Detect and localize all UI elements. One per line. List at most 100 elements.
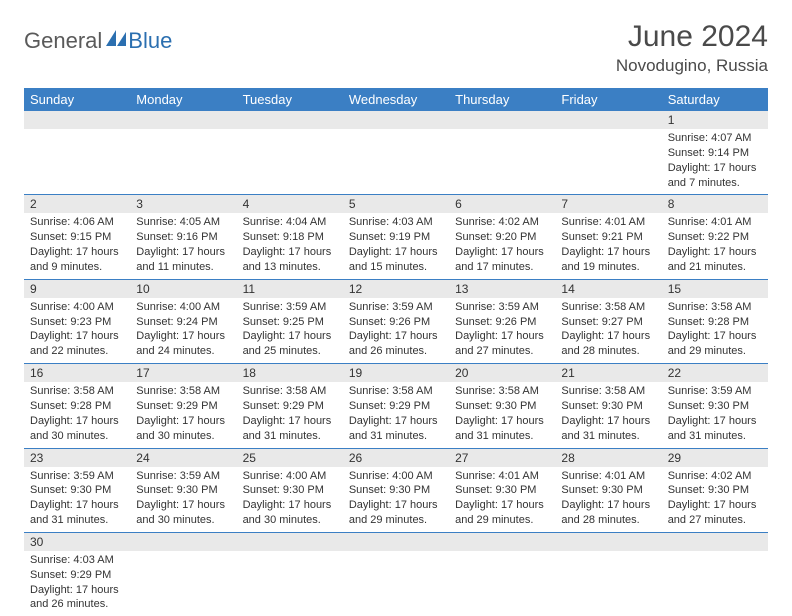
sunset-text: Sunset: 9:30 PM — [243, 483, 337, 498]
sunset-text: Sunset: 9:21 PM — [561, 230, 655, 245]
sunrise-text: Sunrise: 3:58 AM — [561, 384, 655, 399]
sunset-text: Sunset: 9:23 PM — [30, 315, 124, 330]
day-details — [662, 551, 768, 616]
day-details: Sunrise: 4:01 AMSunset: 9:21 PMDaylight:… — [555, 213, 661, 278]
day-number-cell: 5 — [343, 195, 449, 214]
day-number-cell: 11 — [237, 279, 343, 298]
day-details-cell: Sunrise: 4:00 AMSunset: 9:30 PMDaylight:… — [237, 467, 343, 533]
day-number: 17 — [130, 364, 236, 382]
sunset-text: Sunset: 9:26 PM — [455, 315, 549, 330]
day-details: Sunrise: 4:03 AMSunset: 9:19 PMDaylight:… — [343, 213, 449, 278]
day-number-cell — [343, 111, 449, 129]
day-number-cell: 30 — [24, 532, 130, 551]
day-number — [449, 111, 555, 129]
day-details-cell: Sunrise: 3:59 AMSunset: 9:25 PMDaylight:… — [237, 298, 343, 364]
sunset-text: Sunset: 9:30 PM — [30, 483, 124, 498]
details-row: Sunrise: 4:03 AMSunset: 9:29 PMDaylight:… — [24, 551, 768, 616]
weekday-header: Thursday — [449, 88, 555, 111]
day-details — [130, 129, 236, 194]
daylight-text-2: and 27 minutes. — [668, 513, 762, 528]
sunset-text: Sunset: 9:29 PM — [349, 399, 443, 414]
sunset-text: Sunset: 9:27 PM — [561, 315, 655, 330]
daylight-text-2: and 31 minutes. — [30, 513, 124, 528]
day-number: 27 — [449, 449, 555, 467]
day-number: 21 — [555, 364, 661, 382]
day-details — [343, 129, 449, 194]
day-details-cell — [343, 551, 449, 616]
sunrise-text: Sunrise: 4:01 AM — [561, 469, 655, 484]
day-details: Sunrise: 3:58 AMSunset: 9:30 PMDaylight:… — [555, 382, 661, 447]
day-number-cell: 23 — [24, 448, 130, 467]
daylight-text: Daylight: 17 hours — [349, 498, 443, 513]
day-number: 23 — [24, 449, 130, 467]
day-number: 19 — [343, 364, 449, 382]
sunrise-text: Sunrise: 4:02 AM — [455, 215, 549, 230]
sail-icon — [106, 30, 126, 46]
sunset-text: Sunset: 9:24 PM — [136, 315, 230, 330]
daylight-text-2: and 13 minutes. — [243, 260, 337, 275]
day-number-cell: 18 — [237, 364, 343, 383]
daylight-text-2: and 30 minutes. — [30, 429, 124, 444]
daynum-row: 1 — [24, 111, 768, 129]
day-details-cell: Sunrise: 3:58 AMSunset: 9:29 PMDaylight:… — [130, 382, 236, 448]
day-number-cell — [555, 111, 661, 129]
weekday-header: Wednesday — [343, 88, 449, 111]
day-number-cell: 3 — [130, 195, 236, 214]
day-number: 26 — [343, 449, 449, 467]
day-details: Sunrise: 4:01 AMSunset: 9:30 PMDaylight:… — [449, 467, 555, 532]
day-details: Sunrise: 3:58 AMSunset: 9:29 PMDaylight:… — [130, 382, 236, 447]
sunrise-text: Sunrise: 3:58 AM — [561, 300, 655, 315]
daylight-text: Daylight: 17 hours — [455, 329, 549, 344]
day-details: Sunrise: 3:58 AMSunset: 9:27 PMDaylight:… — [555, 298, 661, 363]
day-number-cell: 29 — [662, 448, 768, 467]
daylight-text: Daylight: 17 hours — [136, 329, 230, 344]
day-details: Sunrise: 4:00 AMSunset: 9:30 PMDaylight:… — [343, 467, 449, 532]
day-details: Sunrise: 3:59 AMSunset: 9:26 PMDaylight:… — [343, 298, 449, 363]
day-number-cell — [343, 532, 449, 551]
day-details-cell: Sunrise: 4:00 AMSunset: 9:23 PMDaylight:… — [24, 298, 130, 364]
day-number — [130, 111, 236, 129]
day-details-cell: Sunrise: 4:01 AMSunset: 9:21 PMDaylight:… — [555, 213, 661, 279]
sunrise-text: Sunrise: 4:01 AM — [561, 215, 655, 230]
day-details-cell: Sunrise: 4:02 AMSunset: 9:20 PMDaylight:… — [449, 213, 555, 279]
sunrise-text: Sunrise: 3:58 AM — [455, 384, 549, 399]
sunset-text: Sunset: 9:28 PM — [668, 315, 762, 330]
day-details-cell — [237, 129, 343, 195]
sunset-text: Sunset: 9:19 PM — [349, 230, 443, 245]
daylight-text: Daylight: 17 hours — [243, 245, 337, 260]
day-number: 6 — [449, 195, 555, 213]
day-details-cell — [555, 129, 661, 195]
day-number-cell: 2 — [24, 195, 130, 214]
daylight-text: Daylight: 17 hours — [561, 414, 655, 429]
day-number-cell — [130, 111, 236, 129]
page-title: June 2024 — [616, 20, 768, 54]
daylight-text-2: and 15 minutes. — [349, 260, 443, 275]
day-details: Sunrise: 4:05 AMSunset: 9:16 PMDaylight:… — [130, 213, 236, 278]
day-number-cell: 4 — [237, 195, 343, 214]
daylight-text: Daylight: 17 hours — [561, 329, 655, 344]
details-row: Sunrise: 3:58 AMSunset: 9:28 PMDaylight:… — [24, 382, 768, 448]
daylight-text: Daylight: 17 hours — [30, 498, 124, 513]
day-number-cell: 10 — [130, 279, 236, 298]
day-number: 16 — [24, 364, 130, 382]
day-number: 2 — [24, 195, 130, 213]
day-details-cell: Sunrise: 3:59 AMSunset: 9:30 PMDaylight:… — [24, 467, 130, 533]
day-number-cell: 20 — [449, 364, 555, 383]
day-details-cell: Sunrise: 4:01 AMSunset: 9:30 PMDaylight:… — [555, 467, 661, 533]
daylight-text: Daylight: 17 hours — [243, 498, 337, 513]
day-details-cell: Sunrise: 4:01 AMSunset: 9:22 PMDaylight:… — [662, 213, 768, 279]
day-details: Sunrise: 4:02 AMSunset: 9:20 PMDaylight:… — [449, 213, 555, 278]
day-details: Sunrise: 3:58 AMSunset: 9:30 PMDaylight:… — [449, 382, 555, 447]
day-number-cell: 28 — [555, 448, 661, 467]
day-details-cell: Sunrise: 4:03 AMSunset: 9:19 PMDaylight:… — [343, 213, 449, 279]
day-details: Sunrise: 3:59 AMSunset: 9:30 PMDaylight:… — [662, 382, 768, 447]
day-number: 1 — [662, 111, 768, 129]
day-details: Sunrise: 3:58 AMSunset: 9:29 PMDaylight:… — [237, 382, 343, 447]
day-details-cell: Sunrise: 3:58 AMSunset: 9:27 PMDaylight:… — [555, 298, 661, 364]
day-number — [343, 111, 449, 129]
day-details — [130, 551, 236, 616]
daylight-text: Daylight: 17 hours — [30, 414, 124, 429]
sunrise-text: Sunrise: 4:00 AM — [349, 469, 443, 484]
daylight-text-2: and 26 minutes. — [30, 597, 124, 612]
day-details-cell — [130, 551, 236, 616]
